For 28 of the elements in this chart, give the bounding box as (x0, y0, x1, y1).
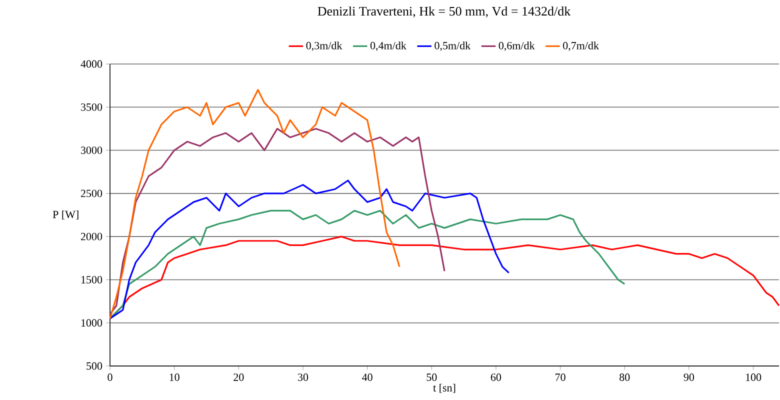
chart-title: Denizli Traverteni, Hk = 50 mm, Vd = 1432d/dk (318, 6, 571, 18)
x-tick-label: 20 (234, 374, 244, 381)
x-tick-label: 10 (170, 374, 180, 381)
x-tick-label: 50 (426, 374, 437, 381)
y-tick-label: 2500 (80, 190, 102, 198)
y-tick-label: 2000 (80, 232, 102, 240)
x-tick-label: 40 (362, 374, 372, 381)
y-tick-label: 4000 (80, 60, 102, 68)
y-tick-label: 500 (86, 362, 102, 370)
x-axis-title: t [sn] (433, 384, 456, 393)
x-tick-label: 100 (746, 374, 762, 381)
y-tick-label: 3500 (81, 103, 102, 111)
legend-label: 0,3m/dk (306, 42, 342, 51)
legend-label: 0,4m/dk (370, 42, 406, 51)
legend-label: 0,7m/dk (563, 42, 599, 51)
y-tick-label: 3000 (81, 146, 102, 154)
x-tick-label: 0 (108, 374, 112, 381)
line-series (109, 180, 510, 320)
legend-label: 0,6m/dk (498, 42, 535, 51)
x-tick-label: 70 (556, 374, 566, 381)
x-tick-label: 90 (684, 374, 694, 381)
y-axis-title: P [W] (52, 210, 78, 220)
x-tick-label: 30 (298, 374, 308, 381)
x-tick-label: 80 (620, 374, 630, 381)
x-tick-label: 60 (490, 374, 502, 381)
y-tick-label: 1000 (81, 319, 102, 327)
legend-label: 0,5m/dk (434, 42, 471, 51)
y-tick-label: 1500 (81, 276, 102, 284)
